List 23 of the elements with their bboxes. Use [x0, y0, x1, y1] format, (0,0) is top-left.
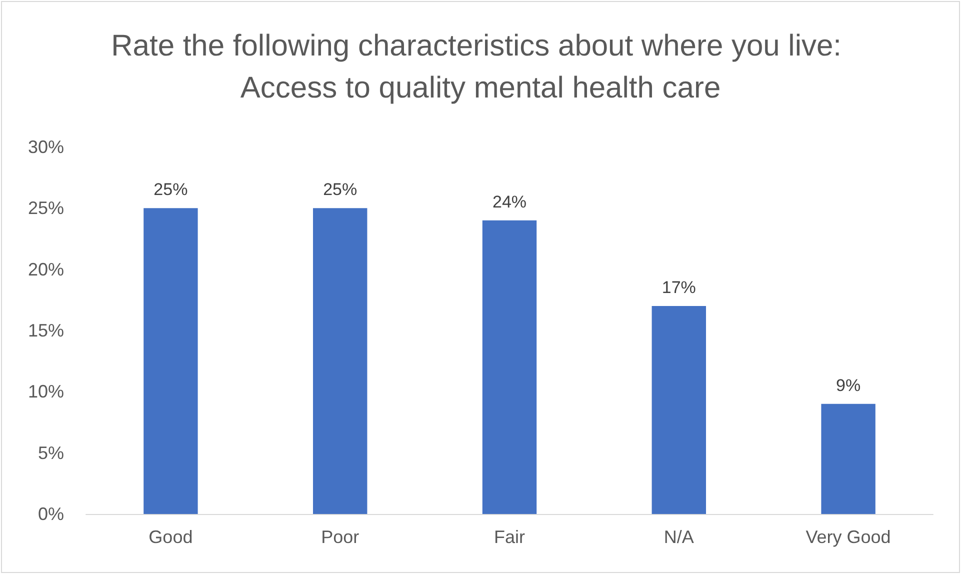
y-tick-label: 15% [28, 320, 64, 340]
y-tick-label: 30% [28, 137, 64, 157]
bar [144, 208, 198, 514]
y-tick-label: 5% [38, 442, 64, 463]
data-label: 9% [836, 376, 861, 395]
y-tick-label: 0% [38, 504, 64, 524]
bar [821, 404, 876, 514]
data-label: 25% [154, 180, 188, 200]
x-tick-label: N/A [664, 527, 694, 547]
y-tick-label: 25% [28, 198, 64, 218]
y-tick-label: 10% [28, 382, 64, 402]
bar [312, 208, 368, 514]
x-tick-label: Good [148, 527, 193, 547]
data-label: 17% [662, 278, 696, 298]
data-label: 25% [323, 180, 358, 200]
bar [652, 306, 706, 514]
x-tick-label: Fair [494, 527, 526, 547]
x-tick-label: Poor [321, 527, 360, 547]
y-tick-label: 20% [28, 259, 64, 280]
chart-title: Rate the following characteristics about where you live: Access to quality mental health care [111, 30, 850, 104]
bar [482, 220, 537, 514]
x-tick-label: Very Good [806, 527, 891, 547]
data-label: 24% [492, 192, 527, 212]
